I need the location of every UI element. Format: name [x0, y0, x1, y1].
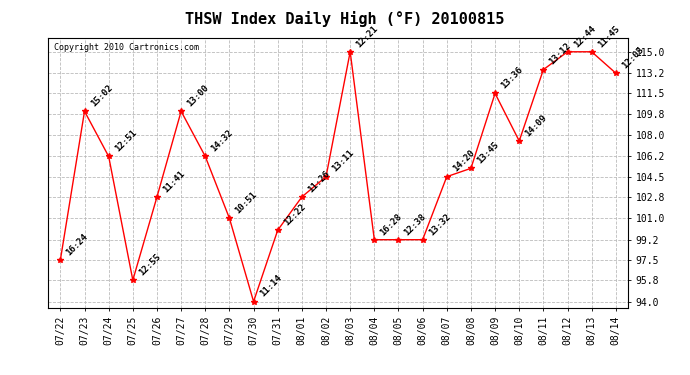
- Text: 13:12: 13:12: [548, 42, 573, 67]
- Text: 11:45: 11:45: [596, 24, 621, 49]
- Text: 13:32: 13:32: [427, 211, 452, 237]
- Text: Copyright 2010 Cartronics.com: Copyright 2010 Cartronics.com: [54, 43, 199, 52]
- Text: 13:00: 13:00: [186, 83, 210, 108]
- Text: 11:14: 11:14: [258, 273, 283, 299]
- Text: 14:32: 14:32: [210, 128, 235, 154]
- Text: 11:26: 11:26: [306, 169, 331, 194]
- Text: 14:20: 14:20: [451, 148, 476, 174]
- Text: THSW Index Daily High (°F) 20100815: THSW Index Daily High (°F) 20100815: [186, 11, 504, 27]
- Text: 12:51: 12:51: [113, 128, 138, 154]
- Text: 12:44: 12:44: [572, 24, 597, 49]
- Text: 13:36: 13:36: [500, 65, 524, 91]
- Text: 12:22: 12:22: [282, 202, 307, 227]
- Text: 13:11: 13:11: [331, 148, 355, 174]
- Text: 14:09: 14:09: [524, 113, 549, 138]
- Text: 12:05: 12:05: [620, 45, 645, 70]
- Text: 12:55: 12:55: [137, 252, 162, 278]
- Text: 12:38: 12:38: [403, 211, 428, 237]
- Text: 10:51: 10:51: [234, 190, 259, 216]
- Text: 16:28: 16:28: [379, 211, 404, 237]
- Text: 12:21: 12:21: [355, 24, 380, 49]
- Text: 11:41: 11:41: [161, 169, 186, 194]
- Text: 13:45: 13:45: [475, 140, 500, 165]
- Text: 15:02: 15:02: [89, 83, 114, 108]
- Text: 16:24: 16:24: [65, 232, 90, 257]
